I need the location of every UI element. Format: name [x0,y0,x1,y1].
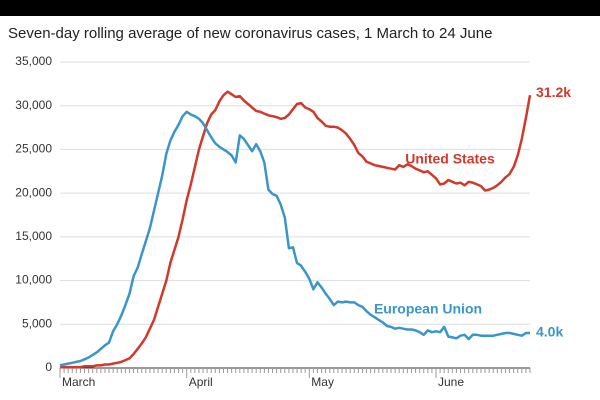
x-tick-label: March [62,375,95,389]
x-tick-label: April [189,375,213,389]
y-tick-label: 25,000 [15,142,52,156]
value-label: 4.0k [536,324,563,340]
series-label: United States [405,151,495,167]
series-label: European Union [374,301,482,317]
line [59,110,530,367]
chart-title: Seven-day rolling average of new coronav… [8,25,492,42]
top-bar [0,0,600,16]
y-tick-label: 10,000 [15,273,52,287]
y-tick-label: 35,000 [15,54,52,68]
value-label: 31.2k [536,84,571,100]
x-tick-label: June [438,375,464,389]
x-tick-label: May [311,375,334,389]
y-tick-label: 5,000 [22,316,52,330]
y-tick-label: 15,000 [15,229,52,243]
y-tick-label: 30,000 [15,98,52,112]
line [60,90,532,369]
y-tick-label: 0 [45,360,52,374]
y-tick-label: 20,000 [15,185,52,199]
